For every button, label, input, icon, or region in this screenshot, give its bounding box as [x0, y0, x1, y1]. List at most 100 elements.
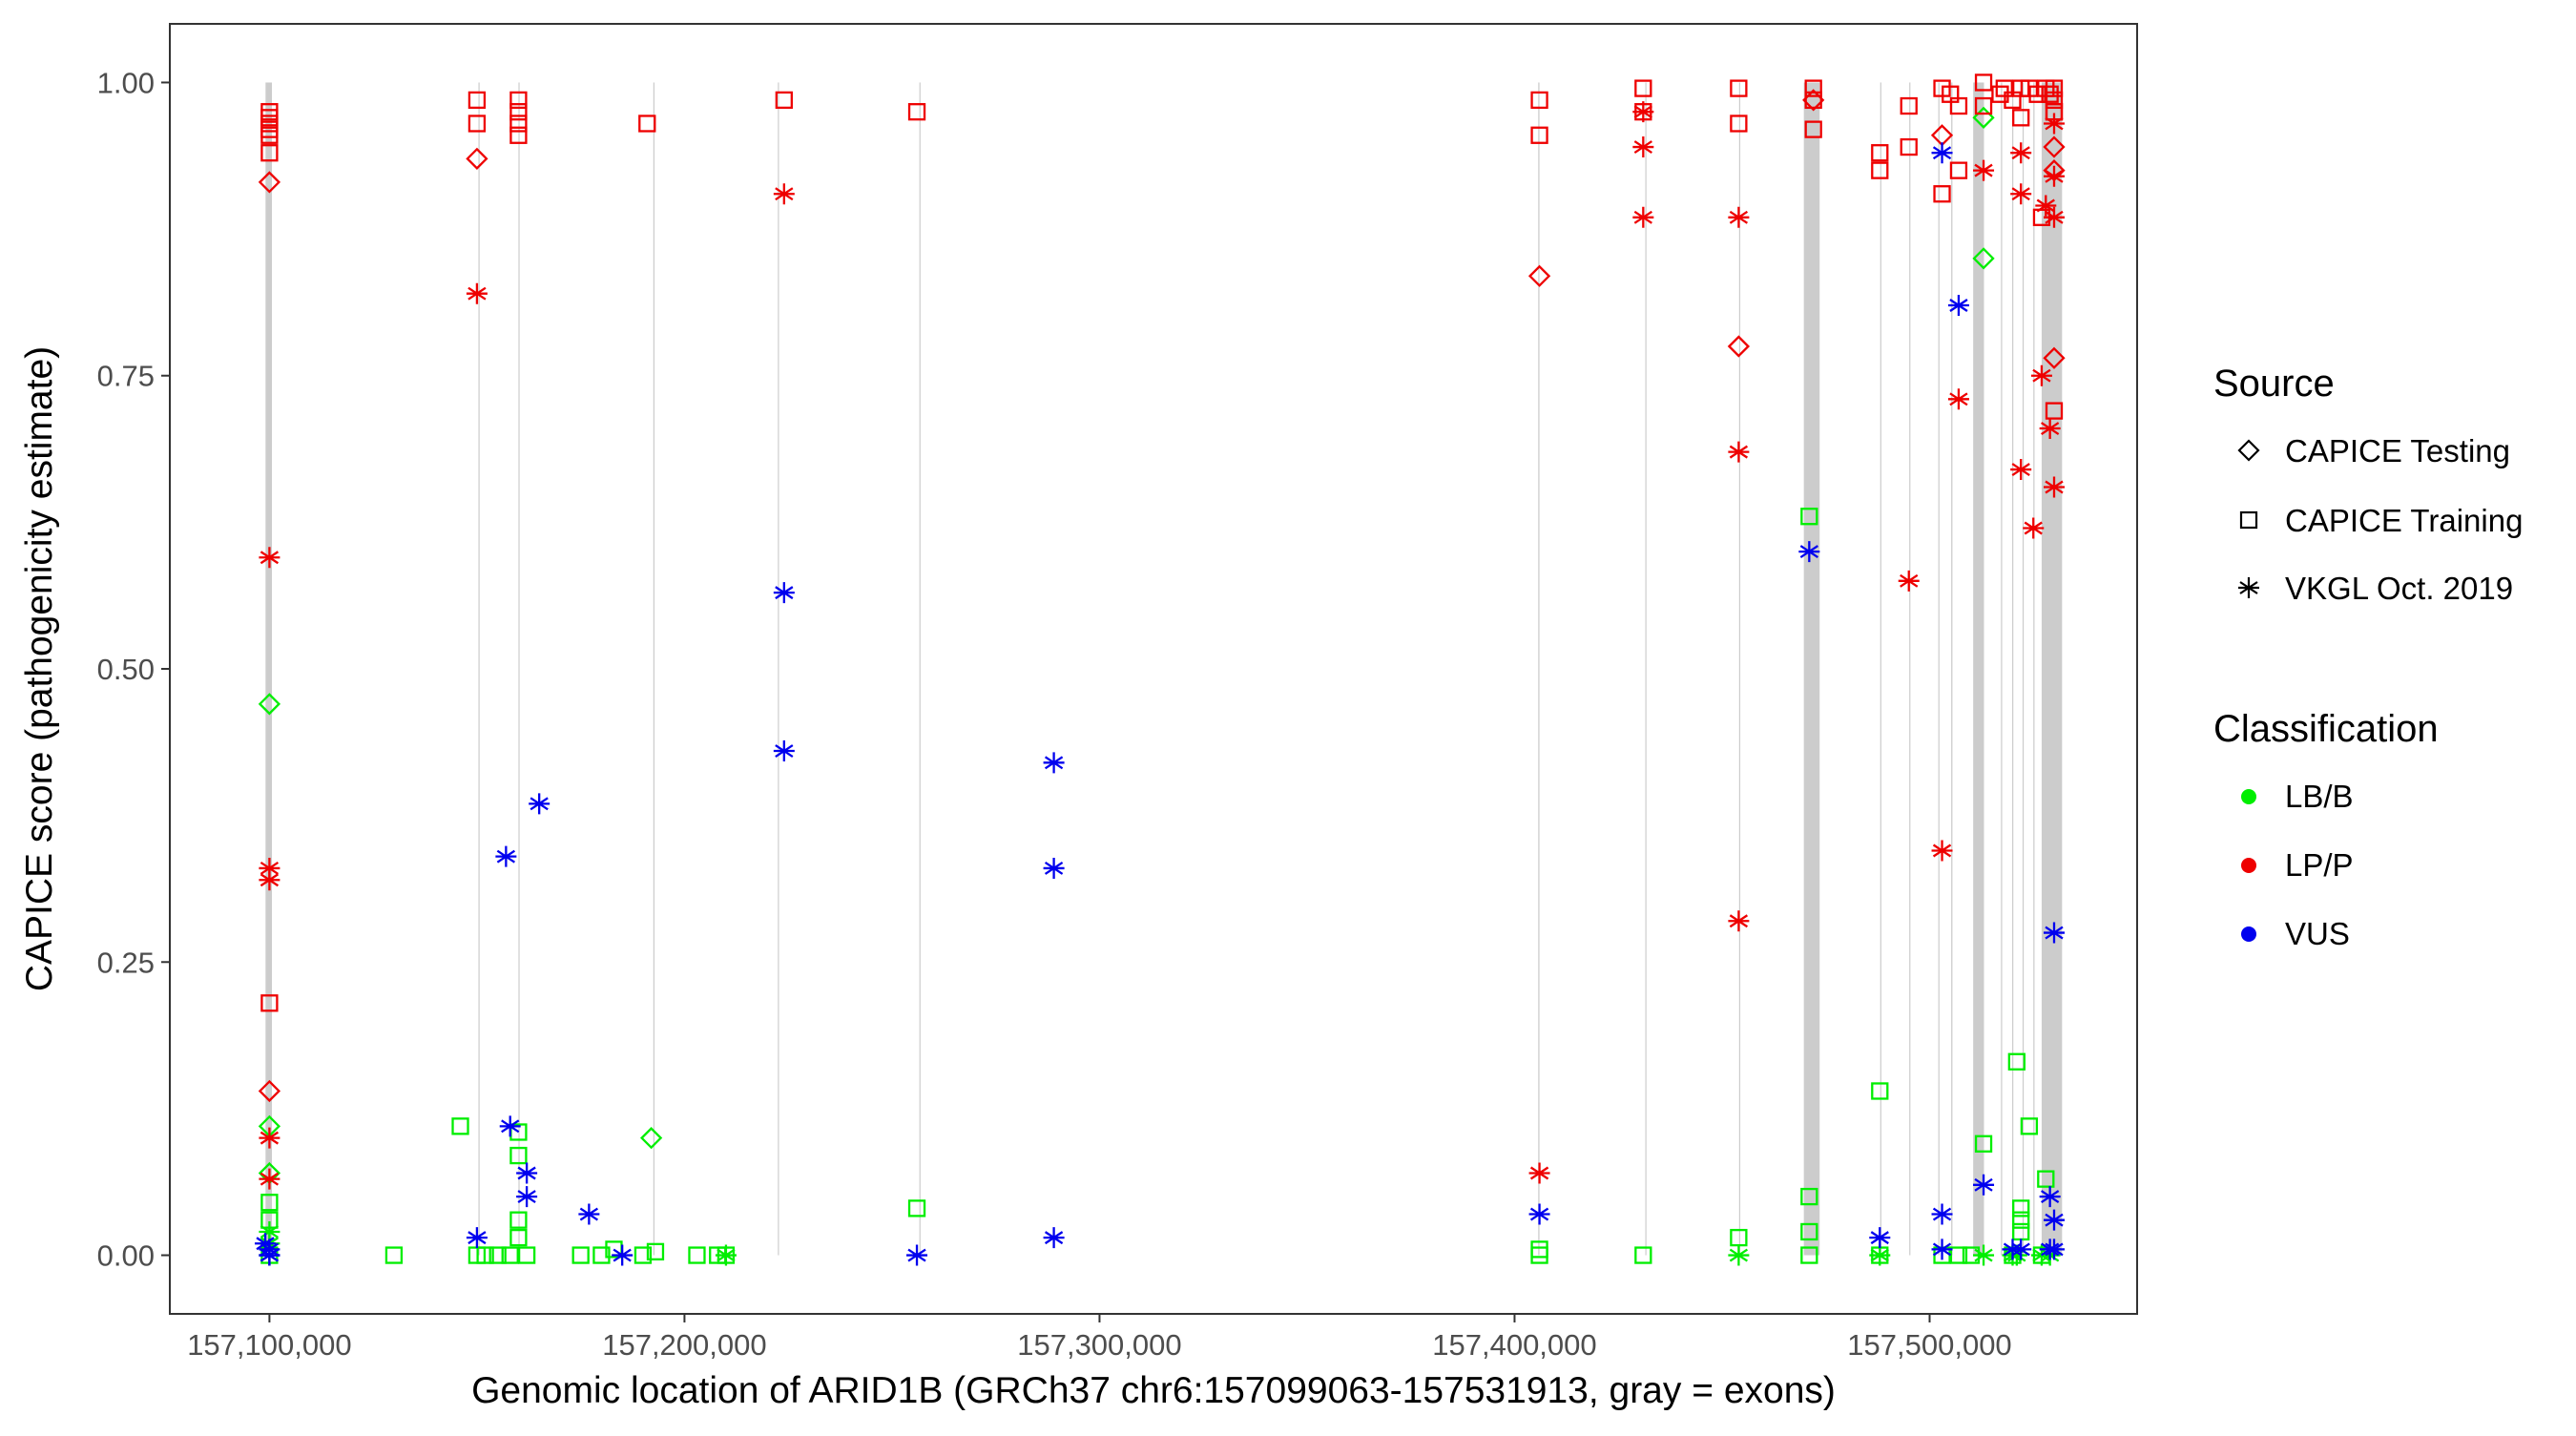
point-diamond-lpp — [1527, 264, 1551, 287]
exon-band — [1803, 82, 1820, 1256]
point-asterisk-lpp — [2023, 517, 2045, 539]
point-asterisk-lpp — [259, 857, 280, 879]
point-asterisk-lbb — [2005, 1244, 2027, 1266]
point-square-lpp — [509, 103, 528, 121]
point-square-lpp — [1871, 161, 1889, 179]
red-dot-icon — [2241, 858, 2256, 873]
exon-band — [518, 82, 520, 1256]
point-asterisk-vus — [2010, 1238, 2032, 1260]
point-square-lpp — [2045, 402, 2064, 420]
y-tick-label: 0.50 — [97, 653, 155, 686]
legend-key-lbb: LB/B — [2241, 779, 2354, 814]
point-asterisk-lpp — [2010, 183, 2032, 205]
point-square-lbb — [907, 1199, 926, 1217]
point-asterisk-lpp — [2010, 459, 2032, 481]
point-asterisk-vus — [1869, 1227, 1891, 1249]
point-asterisk-vus — [499, 1115, 521, 1137]
point-square-lbb — [2012, 1211, 2030, 1229]
point-asterisk-vus — [495, 845, 517, 867]
point-square-lpp — [1804, 91, 1822, 110]
point-asterisk-lpp — [1728, 441, 1750, 463]
square-symbol-icon — [2239, 510, 2258, 530]
point-square-lbb — [1949, 1246, 1968, 1264]
point-asterisk-lpp — [2044, 476, 2065, 498]
point-asterisk-lbb — [1973, 1244, 1995, 1266]
exon-band — [265, 82, 273, 1256]
point-square-lpp — [1933, 185, 1951, 203]
point-square-lbb — [1871, 1082, 1889, 1100]
point-square-lpp — [1730, 79, 1748, 97]
x-tick-label: 157,100,000 — [187, 1328, 351, 1362]
exon-band — [1880, 82, 1881, 1256]
point-asterisk-vus — [529, 793, 551, 815]
point-square-lpp — [260, 144, 279, 162]
point-square-lbb — [1800, 1222, 1818, 1241]
point-asterisk-lpp — [1528, 1162, 1550, 1184]
point-square-lpp — [1949, 161, 1968, 179]
legend-label-vkgl: VKGL Oct. 2019 — [2285, 571, 2513, 606]
y-axis: 0.00 0.25 0.50 0.75 1.00 — [97, 66, 170, 1273]
diamond-symbol-icon — [2237, 439, 2260, 462]
exon-band — [1538, 82, 1540, 1256]
point-square-lpp — [1991, 85, 2009, 103]
legend-label-capice-testing: CAPICE Testing — [2285, 433, 2510, 468]
point-square-lbb — [509, 1228, 528, 1247]
exon-band — [2012, 82, 2014, 1256]
exon-bands — [265, 82, 2063, 1256]
point-asterisk-lpp — [259, 869, 280, 891]
exon-band — [1973, 82, 1984, 1256]
point-square-lpp — [775, 91, 793, 110]
point-square-lpp — [2041, 85, 2059, 103]
point-square-lpp — [260, 126, 279, 144]
x-tick-label: 157,300,000 — [1017, 1328, 1181, 1362]
point-asterisk-lpp — [2044, 206, 2065, 228]
exon-band — [2033, 82, 2035, 1256]
point-square-lpp — [260, 994, 279, 1012]
point-asterisk-vus — [1931, 1203, 1953, 1225]
point-asterisk-lpp — [2044, 113, 2065, 135]
point-square-lpp — [1804, 120, 1822, 138]
point-square-lbb — [476, 1246, 494, 1264]
point-asterisk-vus — [516, 1186, 538, 1208]
exon-band — [778, 82, 779, 1256]
point-square-lbb — [2037, 1170, 2055, 1188]
point-asterisk-vus — [1931, 1238, 1953, 1260]
point-square-lpp — [1804, 79, 1822, 97]
point-square-lpp — [1974, 73, 1993, 92]
point-square-lpp — [907, 103, 926, 121]
point-square-lbb — [1800, 1246, 1818, 1264]
point-asterisk-vus — [773, 582, 795, 604]
exon-band — [2001, 82, 2003, 1256]
point-square-lbb — [646, 1242, 665, 1261]
y-tick-label: 1.00 — [97, 66, 155, 99]
point-square-lpp — [509, 114, 528, 133]
point-square-lbb — [488, 1246, 507, 1264]
point-square-lbb — [2012, 1199, 2030, 1217]
point-asterisk-vus — [1947, 294, 1969, 316]
point-diamond-lpp — [258, 1079, 281, 1103]
point-asterisk-lpp — [2030, 364, 2052, 386]
point-asterisk-lpp — [466, 282, 488, 304]
point-square-lpp — [1530, 126, 1548, 144]
point-asterisk-lpp — [1632, 206, 1654, 228]
point-asterisk-lpp — [259, 1168, 280, 1190]
point-asterisk-vus — [1043, 1227, 1065, 1249]
legend-key-vus: VUS — [2241, 916, 2350, 951]
point-square-lbb — [1634, 1246, 1652, 1264]
y-tick-label: 0.00 — [97, 1239, 155, 1273]
point-square-lbb — [571, 1246, 590, 1264]
point-square-lbb — [634, 1246, 653, 1264]
point-diamond-lpp — [2043, 346, 2066, 369]
point-asterisk-lpp — [1632, 101, 1654, 123]
point-diamond-lbb — [1972, 247, 1995, 270]
point-asterisk-vus — [773, 740, 795, 762]
point-diamond-lbb — [258, 693, 281, 716]
point-square-lbb — [260, 1194, 279, 1212]
legend-label-lbb: LB/B — [2285, 779, 2354, 814]
point-square-lpp — [1871, 144, 1889, 162]
point-asterisk-lpp — [1973, 159, 1995, 181]
point-asterisk-vus — [255, 1233, 277, 1255]
point-asterisk-lpp — [1728, 910, 1750, 932]
point-square-lbb — [501, 1246, 519, 1264]
